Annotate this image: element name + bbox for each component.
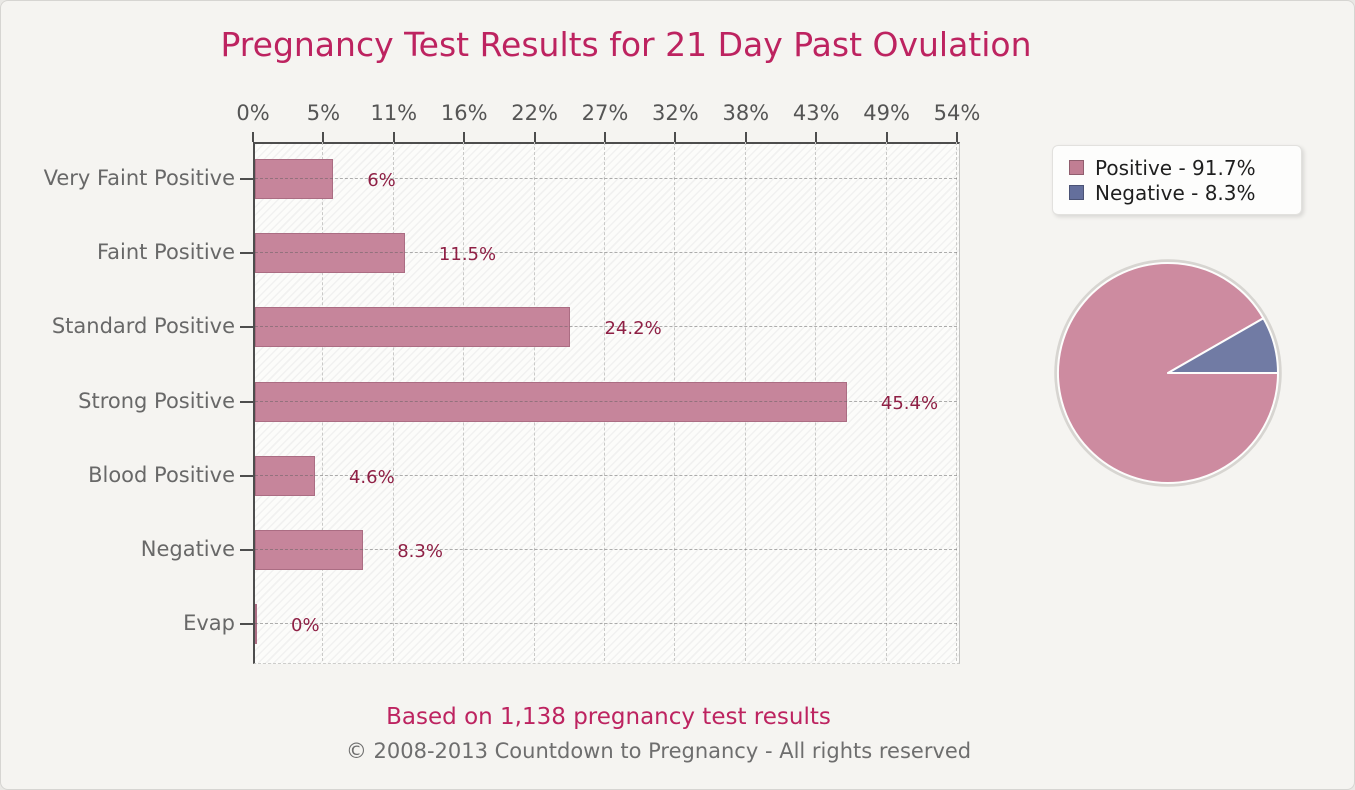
x-tick-mark xyxy=(463,132,466,142)
bar-value-label: 24.2% xyxy=(604,318,662,340)
y-tick-mark xyxy=(240,326,253,329)
x-tick-label: 43% xyxy=(792,101,840,125)
y-tick-mark xyxy=(240,400,253,403)
y-tick-mark xyxy=(240,178,253,181)
category-label: Evap xyxy=(183,610,235,635)
x-tick-label: 16% xyxy=(440,101,488,125)
gridline-h xyxy=(255,548,957,550)
gridline-h xyxy=(255,622,957,624)
negative-swatch-icon xyxy=(1069,185,1084,200)
bar xyxy=(255,233,405,274)
bar-value-label: 0% xyxy=(291,614,320,636)
legend-label-negative: Negative - 8.3% xyxy=(1095,180,1256,205)
gridline-h xyxy=(255,400,957,402)
bar xyxy=(255,455,315,496)
category-label: Strong Positive xyxy=(78,388,235,413)
x-tick-label: 0% xyxy=(236,101,270,125)
gridline-h xyxy=(255,178,957,180)
category-label: Negative xyxy=(140,536,235,561)
pie-slice-negative xyxy=(1167,317,1279,374)
bar xyxy=(255,381,847,422)
gridline-h xyxy=(255,252,957,254)
x-tick-label: 27% xyxy=(581,101,629,125)
x-tick-label: 49% xyxy=(863,101,910,125)
source-note: Based on 1,138 pregnancy test results xyxy=(386,704,831,730)
x-tick-label: 54% xyxy=(933,101,981,125)
bar xyxy=(255,529,364,570)
bar-value-label: 11.5% xyxy=(438,244,497,266)
x-tick-label: 32% xyxy=(652,101,699,125)
y-tick-mark xyxy=(240,474,253,477)
bar-value-label: 45.4% xyxy=(880,392,939,414)
x-tick-mark xyxy=(604,132,606,142)
x-tick-label: 11% xyxy=(370,101,418,125)
gridline-h xyxy=(255,474,957,476)
pie-chart xyxy=(1054,259,1282,487)
category-label: Very Faint Positive xyxy=(43,166,235,191)
x-tick-mark xyxy=(885,132,888,142)
bar-value-label: 6% xyxy=(367,170,396,192)
x-tick-mark xyxy=(674,132,677,142)
copyright-text: © 2008-2013 Countdown to Pregnancy - All… xyxy=(345,739,972,763)
gridline-h xyxy=(255,326,957,328)
x-tick-mark xyxy=(392,132,395,142)
gridline-v xyxy=(885,142,887,661)
x-tick-label: 22% xyxy=(511,101,558,125)
y-tick-mark xyxy=(240,622,253,625)
y-tick-mark xyxy=(240,252,253,255)
x-tick-label: 38% xyxy=(722,101,770,125)
pie-outer-ring xyxy=(1054,259,1282,487)
y-tick-mark xyxy=(240,548,253,551)
x-tick-mark xyxy=(744,132,747,142)
x-tick-label: 5% xyxy=(306,101,341,125)
x-tick-mark xyxy=(956,132,958,142)
bar xyxy=(255,159,334,200)
x-tick-mark xyxy=(533,132,536,142)
category-label: Blood Positive xyxy=(88,462,235,487)
legend: Positive - 91.7% Negative - 8.3% xyxy=(1052,145,1302,215)
x-tick-mark xyxy=(252,132,254,142)
legend-item-positive: Positive - 91.7% xyxy=(1069,155,1291,180)
bar-value-label: 8.3% xyxy=(397,540,443,562)
category-label: Faint Positive xyxy=(96,240,235,265)
page-title: Pregnancy Test Results for 21 Day Past O… xyxy=(220,25,1032,64)
x-tick-mark xyxy=(322,132,325,142)
category-label: Standard Positive xyxy=(51,314,235,339)
positive-swatch-icon xyxy=(1069,160,1084,175)
legend-item-negative: Negative - 8.3% xyxy=(1069,180,1291,205)
bar-value-label: 4.6% xyxy=(348,466,395,488)
legend-label-positive: Positive - 91.7% xyxy=(1095,155,1256,180)
bar xyxy=(255,603,257,644)
gridline-v xyxy=(956,142,957,661)
bar xyxy=(255,307,571,348)
x-tick-mark xyxy=(815,132,818,142)
